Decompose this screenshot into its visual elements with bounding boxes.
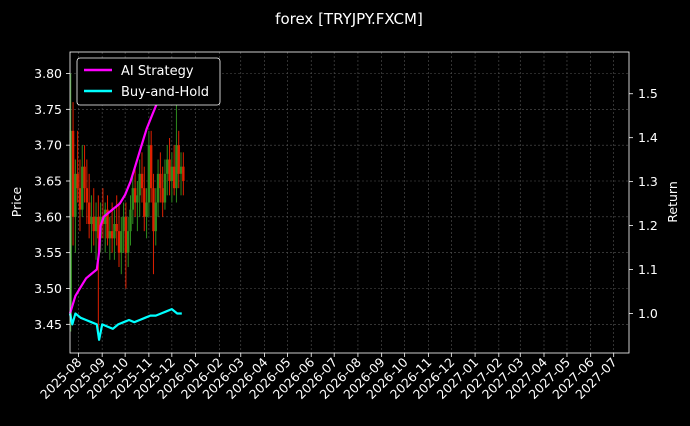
candle-body bbox=[166, 159, 169, 174]
left-tick-label: 3.75 bbox=[34, 102, 62, 117]
candle-body bbox=[110, 231, 114, 239]
candle-body bbox=[122, 216, 125, 232]
left-tick-label: 3.50 bbox=[34, 281, 62, 296]
candle-body bbox=[76, 173, 79, 189]
candle-body bbox=[136, 195, 139, 203]
candle-body bbox=[108, 231, 112, 239]
right-tick-label: 1.5 bbox=[638, 86, 658, 101]
candle-body bbox=[163, 173, 167, 203]
left-tick-label: 3.45 bbox=[34, 317, 62, 332]
candlesticks bbox=[69, 73, 185, 339]
left-tick-label: 3.70 bbox=[34, 138, 62, 153]
left-tick-label: 3.65 bbox=[34, 174, 62, 189]
candle-body bbox=[126, 231, 130, 253]
candle-body bbox=[83, 166, 86, 189]
candle-body bbox=[133, 188, 137, 203]
right-tick-label: 1.4 bbox=[638, 130, 658, 145]
candle-body bbox=[161, 188, 164, 203]
candle-body bbox=[147, 145, 151, 203]
candle-body bbox=[159, 173, 162, 189]
candle-body bbox=[152, 188, 155, 232]
candle-body bbox=[172, 166, 176, 189]
candle-body bbox=[97, 216, 100, 239]
candle-body bbox=[115, 224, 118, 232]
candle-body bbox=[175, 145, 178, 189]
left-tick-label: 3.60 bbox=[34, 209, 62, 224]
left-tick-label: 3.55 bbox=[34, 245, 62, 260]
candle-body bbox=[106, 209, 109, 239]
candle-body bbox=[94, 216, 98, 232]
chart-title: forex [TRYJPY.FXCM] bbox=[275, 10, 423, 28]
candle-body bbox=[85, 188, 89, 203]
candle-body bbox=[124, 216, 128, 253]
y-axis-label-right: Return bbox=[665, 181, 680, 222]
right-tick-label: 1.0 bbox=[638, 306, 658, 321]
left-tick-label: 3.80 bbox=[34, 66, 62, 81]
series-line-buy-and-hold bbox=[68, 308, 182, 341]
legend: AI Strategy Buy-and-Hold bbox=[76, 57, 221, 106]
legend-box bbox=[76, 57, 221, 106]
legend-label-ai-strategy: AI Strategy bbox=[121, 64, 194, 79]
candle-body bbox=[117, 231, 121, 253]
candle-body bbox=[81, 166, 84, 210]
candle-body bbox=[129, 209, 132, 232]
right-tick-label: 1.3 bbox=[638, 174, 658, 189]
candle-body bbox=[168, 159, 171, 181]
candle-body bbox=[143, 188, 146, 217]
candle-body bbox=[74, 173, 77, 217]
candle-body bbox=[170, 166, 174, 181]
candle-body bbox=[90, 216, 93, 224]
right-tick-label: 1.1 bbox=[638, 262, 658, 277]
candle-body bbox=[78, 188, 82, 210]
candle-body bbox=[87, 202, 91, 224]
candle-body bbox=[113, 224, 116, 239]
candle-body bbox=[69, 130, 72, 325]
left-axis: 3.45 3.50 3.55 3.60 3.65 3.70 3.75 3.80 bbox=[34, 66, 70, 332]
y-axis-label-left: Price bbox=[9, 186, 24, 217]
plot-frame bbox=[69, 51, 630, 354]
candle-body bbox=[145, 202, 148, 217]
x-axis: 2025-082025-092025-102025-112025-122026-… bbox=[37, 353, 620, 402]
grid bbox=[70, 52, 629, 353]
candle-body bbox=[71, 130, 75, 217]
candle-body bbox=[182, 166, 185, 181]
candle-body bbox=[120, 231, 123, 253]
candle-body bbox=[179, 166, 183, 174]
candle-body bbox=[154, 202, 157, 232]
legend-label-buy-and-hold: Buy-and-Hold bbox=[121, 85, 209, 100]
candle-body bbox=[138, 173, 141, 196]
candle-body bbox=[140, 173, 144, 189]
candle-body bbox=[149, 145, 153, 189]
right-axis: 1.0 1.1 1.2 1.3 1.4 1.5 bbox=[629, 86, 658, 321]
candle-body bbox=[177, 145, 180, 174]
candle-body bbox=[156, 173, 160, 203]
right-tick-label: 1.2 bbox=[638, 218, 658, 233]
candle-body bbox=[92, 216, 95, 232]
candle-body bbox=[131, 188, 134, 210]
